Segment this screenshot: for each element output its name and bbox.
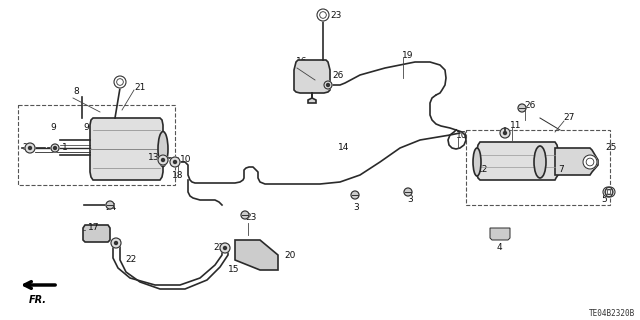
Circle shape — [351, 191, 359, 199]
Circle shape — [404, 188, 412, 196]
Circle shape — [220, 243, 230, 253]
Text: 7: 7 — [558, 165, 564, 174]
Text: 16: 16 — [296, 58, 307, 67]
Circle shape — [161, 158, 164, 162]
Circle shape — [54, 147, 56, 149]
Text: 8: 8 — [73, 87, 79, 97]
Text: 1: 1 — [62, 143, 68, 153]
Circle shape — [326, 84, 330, 86]
Text: 27: 27 — [563, 114, 574, 123]
Circle shape — [223, 246, 227, 250]
Circle shape — [241, 211, 249, 219]
Polygon shape — [90, 118, 163, 180]
Text: 10: 10 — [180, 156, 191, 164]
Text: 26: 26 — [524, 100, 536, 109]
Circle shape — [111, 238, 121, 248]
Polygon shape — [294, 60, 330, 103]
Circle shape — [324, 81, 332, 89]
Text: 5: 5 — [601, 196, 607, 204]
Circle shape — [51, 144, 59, 152]
Circle shape — [114, 76, 126, 88]
Text: 9: 9 — [50, 124, 56, 132]
Text: 12: 12 — [477, 165, 488, 174]
Circle shape — [603, 187, 613, 197]
Text: 23: 23 — [330, 12, 341, 20]
Text: 26: 26 — [332, 70, 344, 79]
Text: 18: 18 — [172, 172, 184, 180]
Circle shape — [158, 155, 168, 165]
Text: 20: 20 — [284, 251, 296, 260]
Text: 4: 4 — [497, 243, 502, 252]
Text: 3: 3 — [407, 196, 413, 204]
Polygon shape — [555, 148, 598, 175]
Ellipse shape — [158, 132, 168, 166]
Text: 22: 22 — [213, 244, 224, 252]
Circle shape — [583, 155, 597, 169]
Ellipse shape — [534, 146, 546, 178]
Text: TE04B2320B: TE04B2320B — [589, 309, 635, 318]
Circle shape — [106, 201, 114, 209]
Polygon shape — [235, 240, 278, 270]
Circle shape — [518, 104, 526, 112]
Text: 14: 14 — [338, 143, 349, 153]
Text: 23: 23 — [245, 213, 257, 222]
Circle shape — [115, 242, 118, 244]
Text: 25: 25 — [605, 143, 616, 153]
Text: 15: 15 — [228, 266, 239, 275]
Text: 21: 21 — [134, 83, 145, 92]
Text: 19: 19 — [402, 51, 413, 60]
Circle shape — [29, 147, 31, 149]
Text: 24: 24 — [105, 204, 116, 212]
Text: 13: 13 — [148, 154, 159, 163]
Circle shape — [170, 157, 180, 167]
Circle shape — [504, 132, 506, 134]
Text: FR.: FR. — [29, 295, 47, 305]
Text: 3: 3 — [353, 203, 359, 212]
Polygon shape — [477, 142, 558, 180]
Circle shape — [605, 187, 615, 197]
Text: 22: 22 — [125, 255, 136, 265]
Text: 10: 10 — [456, 131, 467, 140]
Text: 9: 9 — [83, 124, 89, 132]
Circle shape — [317, 9, 329, 21]
Circle shape — [173, 161, 177, 164]
Circle shape — [25, 143, 35, 153]
Polygon shape — [83, 225, 110, 242]
Text: 11: 11 — [510, 121, 522, 130]
Ellipse shape — [473, 148, 481, 176]
Text: 17: 17 — [88, 223, 99, 233]
Text: 2: 2 — [22, 143, 28, 153]
Polygon shape — [490, 228, 510, 240]
Circle shape — [500, 128, 510, 138]
